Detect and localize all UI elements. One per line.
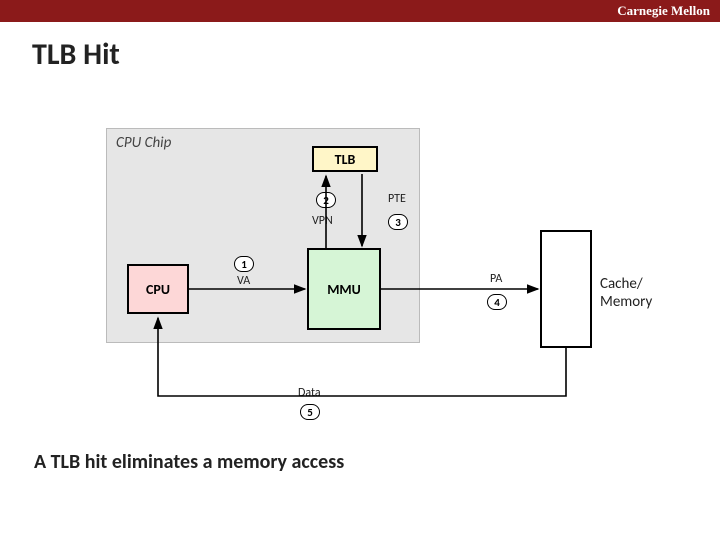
step-5-label: Data	[298, 386, 321, 400]
cpu-box-label: CPU	[146, 281, 170, 298]
mmu-box: MMU	[307, 248, 381, 330]
header-bar: Carnegie Mellon	[0, 0, 720, 22]
step-4-label: PA	[490, 272, 502, 286]
step-1-label: VA	[237, 274, 250, 288]
step-2-badge: 2	[316, 192, 336, 208]
header-org: Carnegie Mellon	[617, 3, 710, 19]
step-4-badge: 4	[487, 294, 507, 310]
mmu-box-label: MMU	[327, 281, 361, 298]
step-2-label: VPN	[312, 214, 333, 228]
tlb-box: TLB	[312, 146, 378, 172]
memory-label: Cache/ Memory	[600, 275, 652, 311]
tlb-box-label: TLB	[335, 151, 356, 168]
step-1-badge: 1	[234, 256, 254, 272]
step-3-badge: 3	[388, 214, 408, 230]
cpu-chip-label: CPU Chip	[116, 134, 171, 152]
caption: A TLB hit eliminates a memory access	[34, 450, 344, 474]
step-3-label: PTE	[388, 192, 406, 206]
memory-box	[540, 230, 592, 348]
slide-title: TLB Hit	[32, 36, 720, 73]
step-5-badge: 5	[300, 404, 320, 420]
cpu-box: CPU	[127, 264, 189, 314]
